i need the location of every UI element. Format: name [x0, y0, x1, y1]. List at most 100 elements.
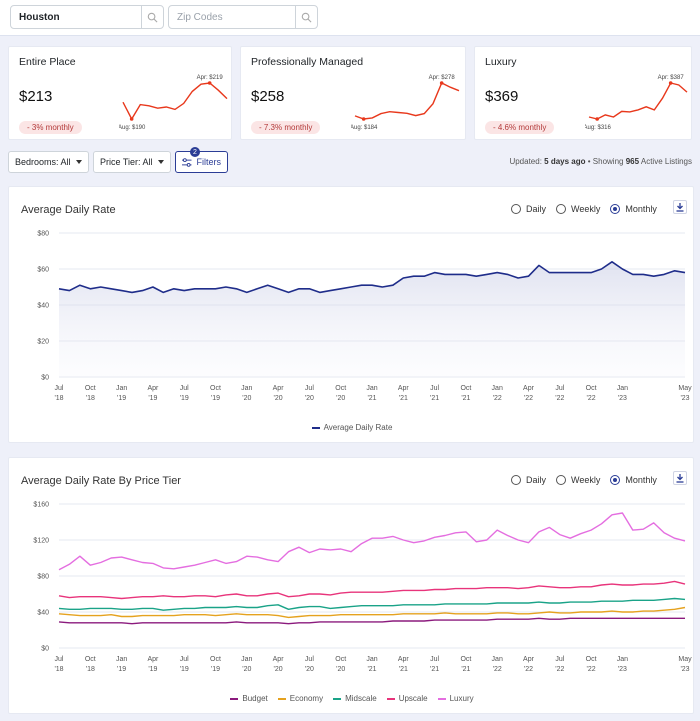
legend-label: Budget: [242, 694, 268, 703]
series-line-average-daily-rate[interactable]: [58, 261, 686, 294]
x-tick-year-label: '19: [211, 666, 220, 673]
radio-label: Weekly: [571, 475, 601, 485]
download-button[interactable]: [673, 471, 687, 485]
adr-by-tier-chart-card: Average Daily Rate By Price Tier Daily W…: [8, 457, 694, 714]
radio-daily[interactable]: Daily: [511, 475, 546, 485]
x-tick-year-label: '22: [524, 666, 533, 673]
radio-label: Monthly: [625, 204, 657, 214]
radio-selected-icon: [610, 475, 621, 485]
status-updated: 5 days ago: [544, 157, 586, 166]
x-tick-label: Oct: [335, 656, 346, 663]
sparkline-point: [595, 117, 599, 121]
x-tick-label: Jul: [180, 656, 189, 663]
filters-count-badge: 2: [190, 147, 200, 157]
x-tick-label: Jan: [241, 385, 252, 392]
x-tick-year-label: '22: [587, 395, 596, 402]
x-tick-year-label: '20: [336, 395, 345, 402]
series-line-luxury[interactable]: [58, 512, 686, 571]
legend-swatch: [437, 697, 446, 700]
x-tick-label: Apr: [398, 656, 410, 663]
sparkline-label: Aug: $316: [585, 125, 612, 131]
status-separator: •: [587, 157, 591, 166]
radio-circle-icon: [511, 204, 521, 214]
x-tick-year-label: '21: [461, 666, 470, 673]
x-tick-label: Jul: [55, 656, 64, 663]
radio-weekly[interactable]: Weekly: [556, 475, 600, 485]
y-tick-label: $0: [41, 646, 49, 653]
sparkline: Apr: $278 Aug: $184: [351, 75, 460, 131]
x-tick-year-label: '18: [54, 666, 63, 673]
y-tick-label: $80: [37, 231, 49, 238]
x-tick-year-label: '20: [305, 395, 314, 402]
x-tick-year-label: '20: [242, 395, 251, 402]
legend-item[interactable]: Luxury: [437, 694, 474, 703]
radio-weekly[interactable]: Weekly: [556, 204, 600, 214]
chart-title: Average Daily Rate: [21, 204, 116, 216]
series-line-midscale[interactable]: [58, 597, 686, 611]
x-tick-label: Apr: [523, 385, 535, 392]
zip-search[interactable]: [168, 5, 318, 29]
series-line-budget[interactable]: [58, 617, 685, 625]
x-tick-year-label: '21: [430, 666, 439, 673]
legend-item[interactable]: Average Daily Rate: [311, 423, 392, 432]
radio-label: Weekly: [571, 204, 601, 214]
filters-label: Filters: [196, 157, 222, 167]
chart-legend: Budget Economy Midscale Upscale Luxury: [9, 694, 695, 703]
status-showing: Showing: [592, 157, 624, 166]
radio-monthly[interactable]: Monthly: [610, 475, 657, 485]
filters-button[interactable]: 2 Filters: [175, 147, 228, 173]
series-line-upscale[interactable]: [58, 580, 686, 600]
download-icon: [676, 473, 684, 483]
sparkline-point: [361, 117, 366, 121]
legend-swatch: [311, 426, 320, 429]
legend-label: Luxury: [449, 694, 474, 703]
x-tick-label: Oct: [586, 656, 597, 663]
x-tick-label: Jan: [366, 385, 377, 392]
x-tick-year-label: '19: [180, 395, 189, 402]
x-tick-year-label: '21: [399, 666, 408, 673]
x-tick-year-label: '21: [430, 395, 439, 402]
x-tick-label: Oct: [460, 385, 471, 392]
legend-item[interactable]: Midscale: [333, 694, 377, 703]
radio-circle-icon: [556, 204, 567, 214]
price-tier-dropdown[interactable]: Price Tier: All: [93, 151, 171, 173]
series-line-economy[interactable]: [58, 606, 686, 619]
city-search-input[interactable]: [11, 6, 141, 28]
x-tick-label: Jan: [617, 385, 628, 392]
search-icon[interactable]: [141, 6, 163, 28]
legend-item[interactable]: Economy: [277, 694, 323, 703]
zip-search-input[interactable]: [169, 6, 295, 28]
x-tick-label: Jul: [305, 656, 314, 663]
y-tick-label: $160: [33, 502, 49, 509]
caret-down-icon: [157, 160, 164, 164]
x-tick-year-label: '22: [493, 666, 502, 673]
city-search[interactable]: [10, 5, 164, 29]
x-tick-year-label: '19: [211, 395, 220, 402]
sparkline-label: Aug: $184: [351, 125, 378, 131]
radio-monthly[interactable]: Monthly: [610, 204, 657, 214]
kpi-value: $213: [19, 88, 53, 105]
adr-by-tier-chart-svg: $0 $40 $80 $120 $160 Jul '18 Oct '18 Jan '19 Apr '19…: [33, 502, 692, 674]
radio-daily[interactable]: Daily: [511, 204, 546, 214]
x-tick-year-label: '20: [336, 666, 345, 673]
x-tick-year-label: '19: [117, 395, 126, 402]
search-icon[interactable]: [295, 6, 317, 28]
x-tick-label: Jul: [430, 385, 439, 392]
legend-item[interactable]: Upscale: [386, 694, 428, 703]
sliders-icon: [182, 157, 192, 167]
chart-title: Average Daily Rate By Price Tier: [21, 475, 181, 487]
kpi-value: $258: [251, 88, 285, 105]
x-tick-year-label: '20: [305, 666, 314, 673]
x-tick-label: May: [678, 385, 692, 392]
legend-item[interactable]: Budget: [230, 694, 268, 703]
x-tick-label: Jan: [116, 385, 127, 392]
download-button[interactable]: [673, 200, 687, 214]
x-tick-year-label: '20: [274, 395, 283, 402]
kpi-title: Professionally Managed: [251, 56, 364, 68]
radio-circle-icon: [511, 475, 521, 485]
x-tick-label: Oct: [460, 656, 471, 663]
legend-swatch: [277, 697, 286, 700]
bedrooms-dropdown[interactable]: Bedrooms: All: [8, 151, 89, 173]
x-tick-label: Jan: [241, 656, 252, 663]
x-tick-label: Jan: [492, 385, 503, 392]
